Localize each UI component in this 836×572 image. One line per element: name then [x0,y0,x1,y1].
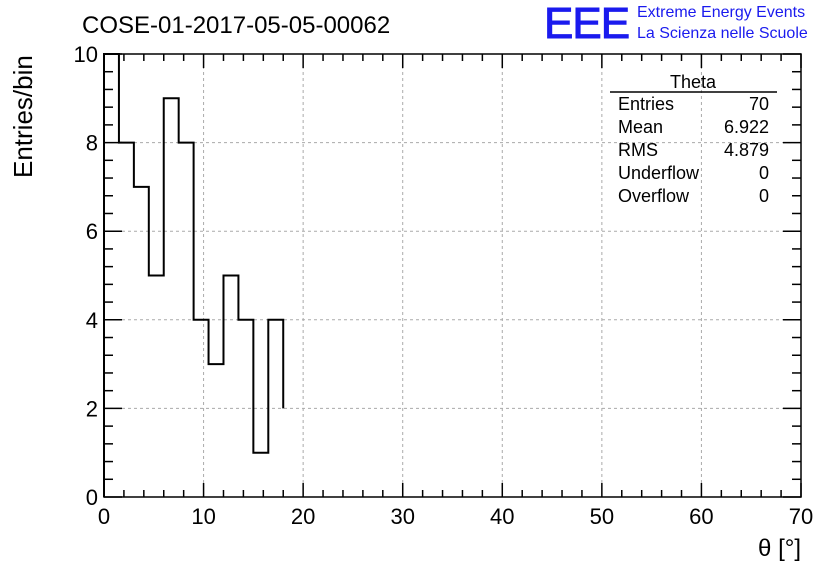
logo-line-2: La Scienza nelle Scuole [637,25,808,42]
stats-label: Overflow [618,186,690,206]
y-tick-label: 10 [74,42,98,67]
histogram-line [103,53,285,497]
x-axis-label: θ [°] [758,535,801,562]
x-tick-label: 10 [191,504,215,529]
stats-label: Mean [618,117,663,137]
stats-title: Theta [670,72,717,92]
x-tick-label: 40 [490,504,514,529]
chart-title: COSE-01-2017-05-05-00062 [82,12,390,39]
x-tick-label: 70 [789,504,813,529]
eee-logo: EEE [543,0,630,49]
stats-label: RMS [618,140,658,160]
x-tick-label: 20 [291,504,315,529]
stats-label: Underflow [618,163,700,183]
x-tick-label: 60 [689,504,713,529]
y-axis-label: Entries/bin [8,55,38,178]
logo-line-1: Extreme Energy Events [637,4,806,21]
stats-label: Entries [618,94,674,114]
grid-lines [104,54,801,497]
plot-frame [103,53,802,498]
x-tick-label: 0 [98,504,110,529]
y-tick-label: 2 [86,396,98,421]
x-tick-label: 50 [590,504,614,529]
stats-value: 0 [759,163,769,183]
stats-value: 70 [749,94,769,114]
y-tick-label: 0 [86,485,98,510]
y-tick-label: 6 [86,219,98,244]
axis-ticks [103,53,802,498]
stats-value: 6.922 [724,117,769,137]
y-tick-label: 8 [86,131,98,156]
stats-box: Theta Entries 70 Mean 6.922 RMS 4.879 Underflo… [610,72,777,206]
y-tick-label: 4 [86,308,98,333]
stats-value: 0 [759,186,769,206]
x-tick-label: 30 [390,504,414,529]
stats-value: 4.879 [724,140,769,160]
tick-labels: 0 10 20 30 40 50 60 70 0 2 4 6 8 10 [74,42,814,529]
